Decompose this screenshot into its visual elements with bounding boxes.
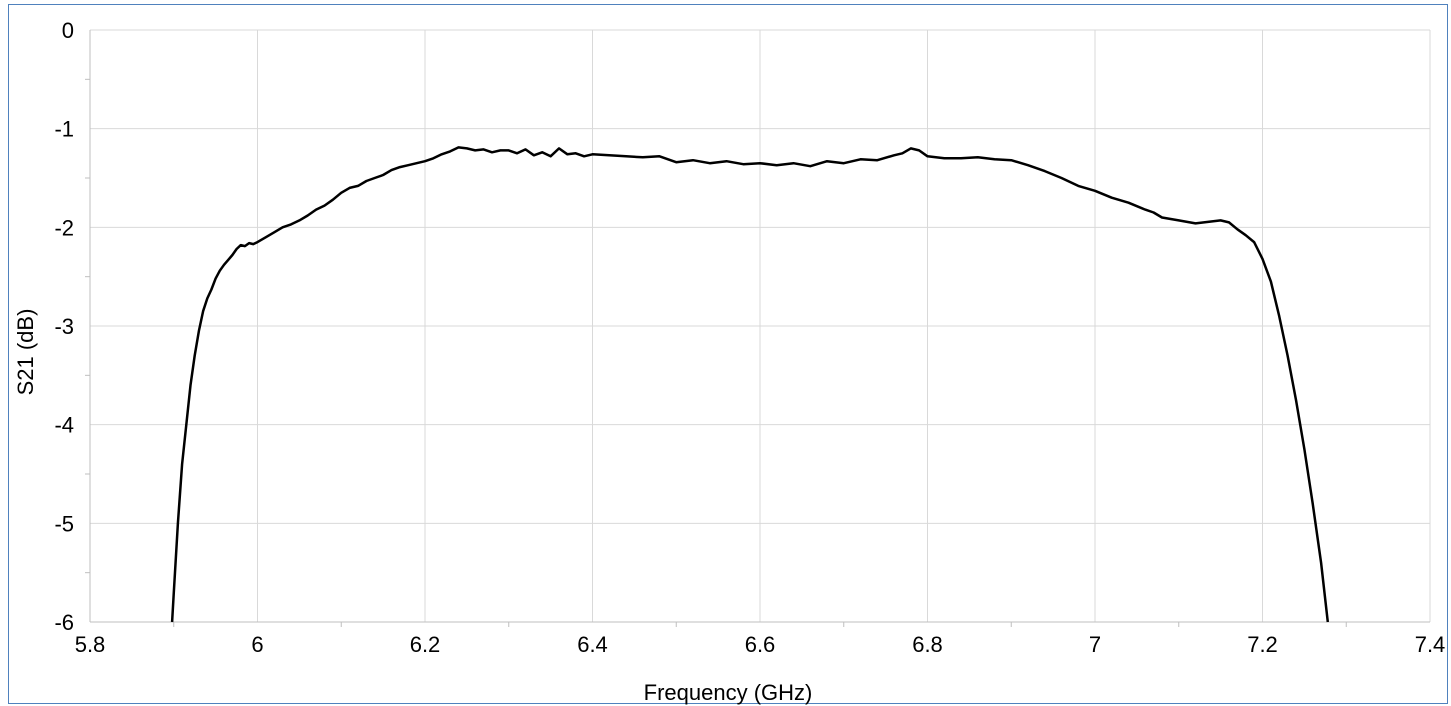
- x-tick-label: 6.2: [410, 632, 441, 657]
- y-tick-label: -2: [54, 215, 74, 240]
- y-tick-label: -5: [54, 511, 74, 536]
- y-tick-label: -1: [54, 117, 74, 142]
- y-tick-label: 0: [62, 18, 74, 43]
- y-tick-label: -4: [54, 413, 74, 438]
- x-axis-title: Frequency (GHz): [644, 680, 813, 705]
- x-tick-label: 7.2: [1247, 632, 1278, 657]
- y-tick-label: -6: [54, 610, 74, 635]
- y-tick-label: -3: [54, 314, 74, 339]
- grid-lines: [90, 29, 1431, 622]
- x-tick-label: 6.4: [577, 632, 608, 657]
- chart-frame: [8, 4, 1448, 704]
- axes: [85, 30, 1430, 627]
- series-layer: [170, 146, 1330, 623]
- x-tick-label: 6.8: [912, 632, 943, 657]
- x-tick-label: 5.8: [75, 632, 106, 657]
- x-tick-label: 6.6: [745, 632, 776, 657]
- series-line: [170, 146, 1330, 623]
- x-tick-label: 7: [1089, 632, 1101, 657]
- x-tick-label: 7.4: [1415, 632, 1446, 657]
- y-axis-title: S21 (dB): [13, 309, 38, 396]
- tick-labels: 5.8 6 6.2 6.4 6.6 6.8 7 7.2 7.4 0 -1 -2 -3 -4 -5 -6: [54, 18, 1445, 657]
- x-tick-label: 6: [251, 632, 263, 657]
